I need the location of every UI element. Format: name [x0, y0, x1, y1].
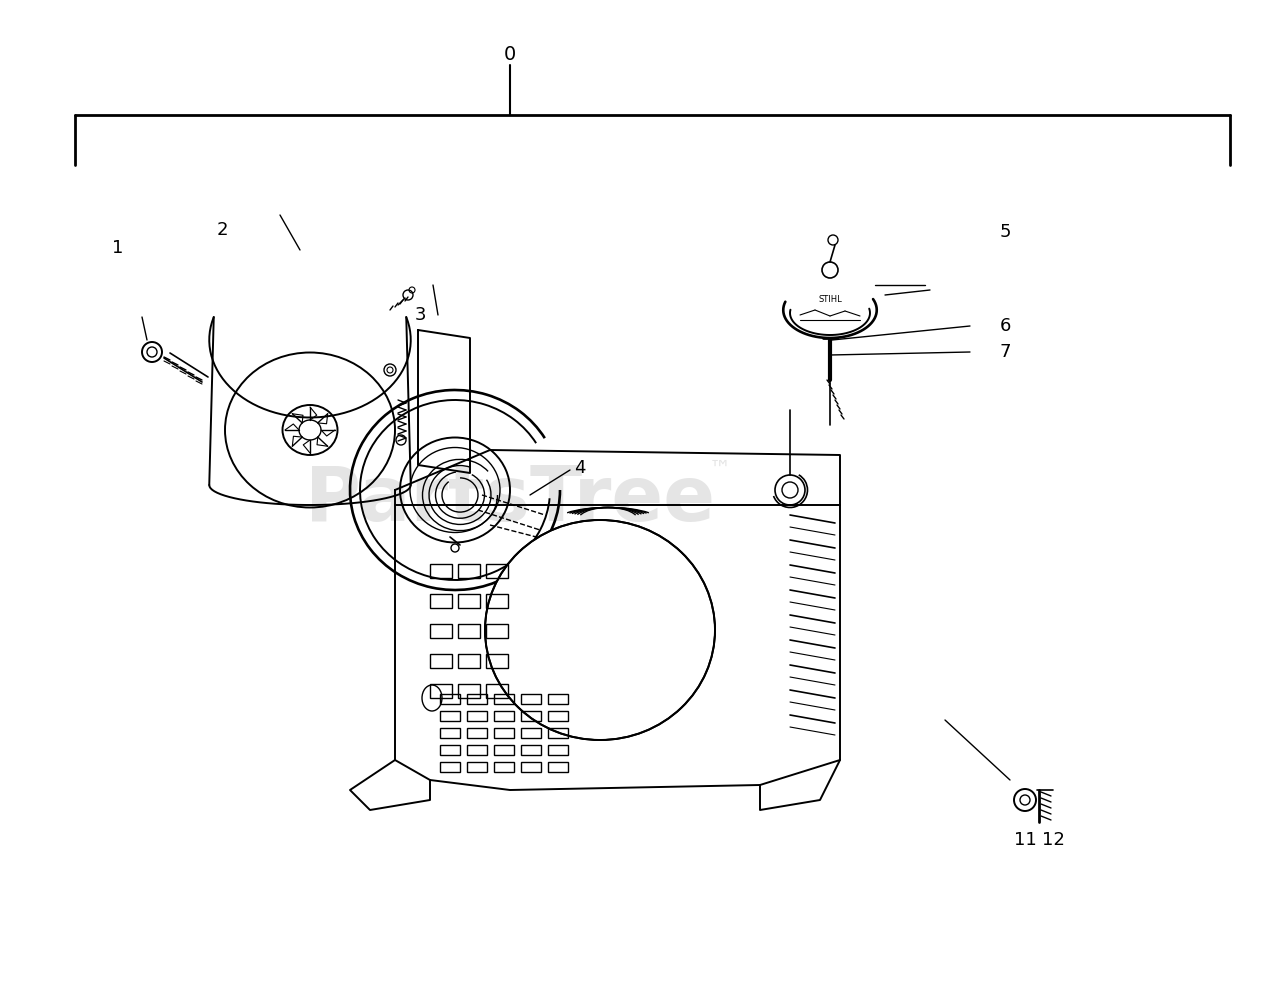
Bar [548, 762, 568, 772]
Bar [440, 728, 460, 738]
Bar [458, 624, 480, 638]
Text: 3: 3 [415, 306, 426, 324]
Bar [494, 728, 515, 738]
Bar [430, 564, 452, 578]
Bar [521, 762, 541, 772]
Text: 4: 4 [575, 459, 586, 477]
Bar [486, 564, 508, 578]
Text: ™: ™ [709, 460, 731, 480]
Text: PartsTree: PartsTree [305, 463, 716, 537]
Text: 11: 11 [1014, 831, 1037, 849]
Bar [486, 624, 508, 638]
Bar [458, 564, 480, 578]
Bar [440, 745, 460, 755]
Text: 1: 1 [113, 239, 124, 257]
Bar [467, 711, 486, 721]
Bar [521, 745, 541, 755]
Bar [440, 694, 460, 704]
Bar [430, 684, 452, 698]
Bar [494, 711, 515, 721]
Bar [430, 624, 452, 638]
Bar [494, 745, 515, 755]
Text: 6: 6 [1000, 317, 1011, 335]
Bar [440, 711, 460, 721]
Ellipse shape [485, 520, 716, 740]
Bar [548, 711, 568, 721]
Bar [458, 684, 480, 698]
Text: STIHL: STIHL [818, 295, 842, 304]
Text: 2: 2 [216, 221, 228, 239]
Bar [494, 762, 515, 772]
Bar [494, 694, 515, 704]
Bar [467, 694, 486, 704]
Bar [467, 745, 486, 755]
Text: 12: 12 [1042, 831, 1065, 849]
Bar [486, 654, 508, 668]
Text: 7: 7 [1000, 343, 1011, 361]
Bar [548, 694, 568, 704]
Text: 5: 5 [1000, 223, 1011, 241]
Bar [440, 762, 460, 772]
Bar [458, 594, 480, 608]
Bar [467, 728, 486, 738]
Bar [486, 594, 508, 608]
Bar [486, 684, 508, 698]
Text: 0: 0 [504, 45, 516, 65]
Bar [467, 762, 486, 772]
Bar [521, 728, 541, 738]
Bar [521, 694, 541, 704]
Bar [430, 594, 452, 608]
Bar [458, 654, 480, 668]
Bar [548, 728, 568, 738]
Bar [430, 654, 452, 668]
Bar [548, 745, 568, 755]
Bar [521, 711, 541, 721]
